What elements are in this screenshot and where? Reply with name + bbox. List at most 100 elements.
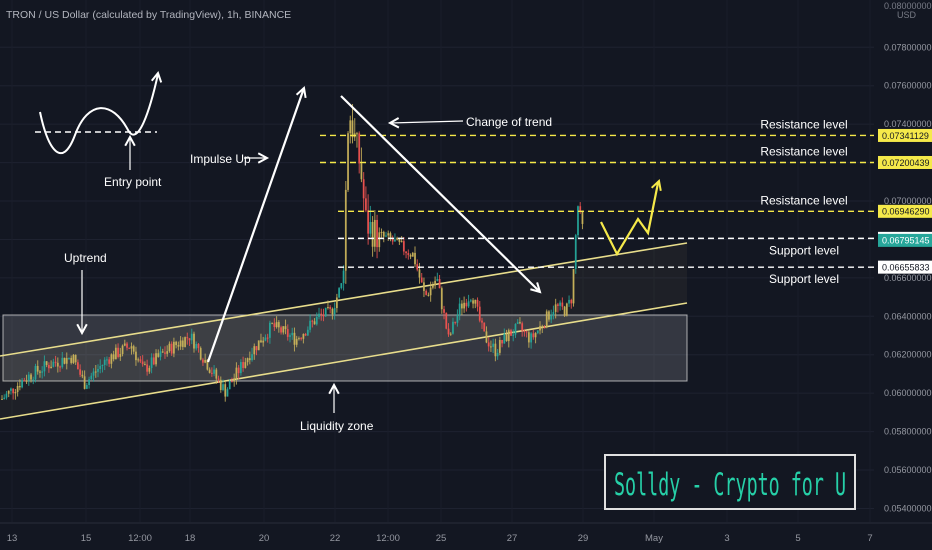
- candle-body: [536, 330, 539, 334]
- candle-body: [251, 354, 253, 361]
- candle-body: [210, 372, 213, 374]
- candle-body: [539, 325, 541, 331]
- price-tick-label: 0.06000000: [884, 388, 932, 398]
- symbol-title[interactable]: TRON / US Dollar (calculated by TradingV…: [6, 9, 291, 21]
- candle-body: [525, 331, 528, 333]
- candle-body: [39, 371, 41, 373]
- candle-body: [579, 206, 582, 211]
- candle-body: [300, 338, 303, 340]
- candle-body: [327, 307, 329, 309]
- candle-body: [65, 358, 68, 364]
- candle-body: [519, 322, 521, 324]
- watermark: Solldy - Crypto for U: [604, 454, 856, 510]
- candle-body: [25, 380, 28, 382]
- time-tick-label: 13: [7, 533, 18, 544]
- candle-body: [409, 255, 412, 257]
- candle-body: [369, 221, 372, 234]
- candle-body: [407, 253, 410, 256]
- candle-body: [356, 133, 358, 135]
- candle-body: [373, 219, 376, 247]
- candle-body: [173, 341, 175, 354]
- candle-body: [440, 288, 443, 310]
- candle-body: [237, 367, 240, 374]
- annotation-change-of-trend: Change of trend: [466, 115, 552, 129]
- candle-body: [188, 338, 191, 341]
- price-axis[interactable]: 0.078000000.076000000.074000000.07200000…: [878, 42, 932, 513]
- candle-body: [166, 351, 169, 354]
- candle-body: [391, 238, 394, 242]
- candle-body: [215, 369, 218, 379]
- candle-body: [253, 346, 256, 355]
- candle-body: [155, 353, 157, 365]
- time-axis[interactable]: 13 15 12:00 18 20 22 12:00 25 27 29 May 3 5 7: [0, 522, 932, 544]
- entry-label-arrow-head: [124, 134, 136, 147]
- candle-body: [463, 302, 466, 309]
- price-tag-label: 0.06795145: [882, 236, 930, 246]
- trend-change-arrow-head: [530, 282, 542, 294]
- candle-body: [152, 357, 155, 365]
- candle-body: [552, 311, 555, 316]
- candle-body: [351, 120, 354, 138]
- candle-body: [3, 397, 6, 400]
- candle-body: [306, 329, 309, 336]
- candle-body: [481, 320, 483, 323]
- candle-body: [61, 357, 64, 368]
- candle-body: [572, 269, 575, 304]
- candle-body: [83, 376, 86, 389]
- candle-body: [458, 303, 461, 315]
- candle-body: [248, 358, 251, 361]
- candle-body: [271, 322, 274, 324]
- candle-body: [483, 322, 486, 332]
- candle-body: [43, 361, 46, 372]
- candle-body: [90, 375, 93, 380]
- level-lines: Resistance level Resistance level Resistan…: [320, 117, 874, 286]
- time-tick-label: 7: [867, 533, 872, 544]
- candle-body: [30, 374, 32, 380]
- candle-body: [150, 357, 153, 368]
- liquidity-label-arrow-head: [328, 382, 340, 395]
- price-tag-label: 0.07200439: [882, 158, 930, 168]
- impulse-arrow: [206, 87, 306, 363]
- time-tick-label: 12:00: [376, 533, 400, 544]
- time-tick-label: 18: [185, 533, 196, 544]
- candle-body: [302, 334, 305, 339]
- candle-body: [349, 120, 352, 134]
- candle-body: [364, 198, 367, 211]
- candle-body: [219, 379, 222, 390]
- candle-body: [340, 283, 343, 289]
- change-label-arrow: [389, 120, 464, 124]
- candle-body: [512, 334, 515, 336]
- candle-body: [273, 323, 276, 328]
- candle-body: [324, 307, 327, 317]
- price-tick-label: 0.06400000: [884, 311, 932, 321]
- candle-body: [110, 354, 113, 364]
- candle-body: [492, 343, 495, 347]
- candle-body: [197, 343, 200, 349]
- candle-body: [139, 359, 142, 362]
- candle-body: [362, 179, 365, 199]
- axis-currency: USD: [897, 10, 917, 20]
- candle-body: [431, 285, 434, 288]
- candle-body: [543, 327, 546, 329]
- candle-body: [452, 321, 454, 334]
- candle-body: [469, 300, 472, 302]
- candle-body: [322, 314, 325, 317]
- candle-body: [485, 331, 488, 343]
- level-label: Support level: [769, 243, 839, 257]
- candle-body: [331, 308, 334, 315]
- candle-body: [222, 384, 224, 390]
- candle-body: [376, 219, 378, 248]
- candle-body: [5, 393, 8, 398]
- candle-body: [97, 368, 99, 372]
- candle-body: [157, 353, 160, 357]
- candle-body: [561, 302, 564, 307]
- candle-body: [344, 189, 347, 271]
- candle-body: [126, 343, 128, 348]
- candle-body: [378, 232, 381, 248]
- candle-body: [228, 381, 231, 390]
- candle-body: [18, 385, 21, 388]
- candle-body: [295, 338, 298, 345]
- candle-body: [81, 374, 84, 377]
- candle-body: [454, 321, 457, 323]
